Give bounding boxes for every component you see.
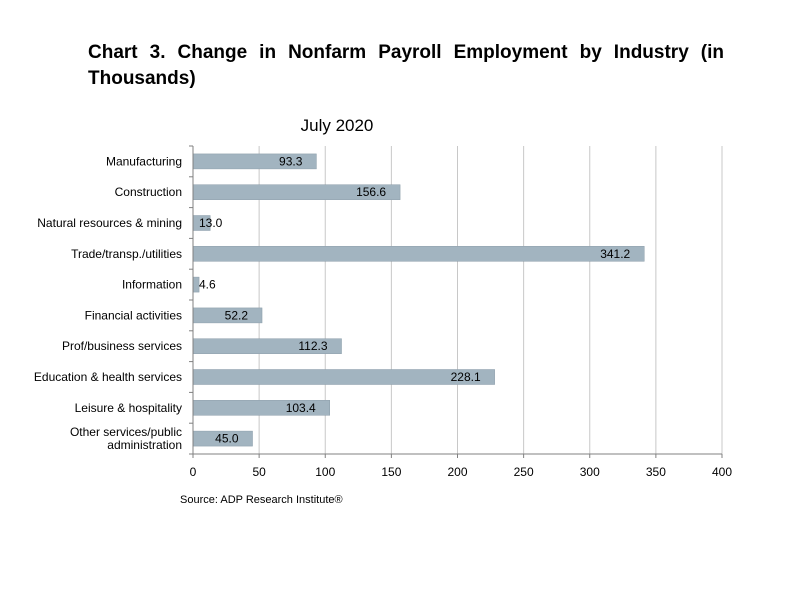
x-tick-label: 200	[447, 465, 467, 479]
x-tick-label: 400	[712, 465, 732, 479]
category-label: Prof/business services	[62, 339, 182, 353]
category-label: Financial activities	[85, 308, 182, 322]
value-label: 156.6	[356, 185, 386, 199]
bar	[192, 246, 645, 262]
chart-subtitle: July 2020	[301, 116, 374, 135]
value-label: 4.6	[199, 278, 216, 292]
x-tick-label: 250	[514, 465, 534, 479]
category-label: Information	[122, 278, 182, 292]
category-label-line: Manufacturing	[106, 154, 182, 168]
category-label: Trade/transp./utilities	[71, 247, 182, 261]
x-tick-label: 150	[381, 465, 401, 479]
category-label-line: Information	[122, 278, 182, 292]
category-label: Construction	[115, 185, 182, 199]
category-label-line: Financial activities	[85, 308, 182, 322]
category-label-line: Other services/public	[70, 425, 182, 439]
category-labels: Manufacturing Construction Natural resourc…	[34, 154, 182, 452]
x-tick-label: 300	[580, 465, 600, 479]
value-label: 45.0	[215, 432, 239, 446]
category-label: Other services/public administration	[70, 425, 182, 452]
source-note: Source: ADP Research Institute®	[180, 494, 343, 506]
value-label: 13.0	[199, 216, 223, 230]
chart-title: Chart 3. Change in Nonfarm Payroll Emplo…	[88, 42, 724, 89]
value-label: 52.2	[225, 308, 249, 322]
x-tick-label: 0	[190, 465, 197, 479]
bar	[192, 369, 495, 385]
x-tick-labels: 0 50 100 150 200 250 300 350 400	[190, 465, 733, 479]
axes	[189, 145, 723, 458]
x-tick-label: 100	[315, 465, 335, 479]
value-label: 93.3	[279, 154, 303, 168]
category-label: Leisure & hospitality	[75, 401, 182, 415]
value-label: 228.1	[451, 370, 481, 384]
category-label-line: Education & health services	[34, 370, 182, 384]
category-label-line: Natural resources & mining	[37, 216, 182, 230]
x-tick-label: 50	[252, 465, 266, 479]
category-label-line: Construction	[115, 185, 182, 199]
category-label-line: Prof/business services	[62, 339, 182, 353]
category-label: Education & health services	[34, 370, 182, 384]
value-labels: 93.3 156.6 13.0 341.2 4.6 52.2 112.3 228.1 103.4…	[199, 154, 631, 445]
category-label: Natural resources & mining	[37, 216, 182, 230]
x-tick-label: 350	[646, 465, 666, 479]
category-label-line: administration	[107, 438, 182, 452]
category-label-line: Leisure & hospitality	[75, 401, 182, 415]
bars	[192, 153, 645, 447]
value-label: 112.3	[298, 339, 327, 353]
category-label: Manufacturing	[106, 154, 182, 168]
value-label: 341.2	[600, 247, 630, 261]
category-label-line: Trade/transp./utilities	[71, 247, 182, 261]
value-label: 103.4	[286, 401, 316, 415]
